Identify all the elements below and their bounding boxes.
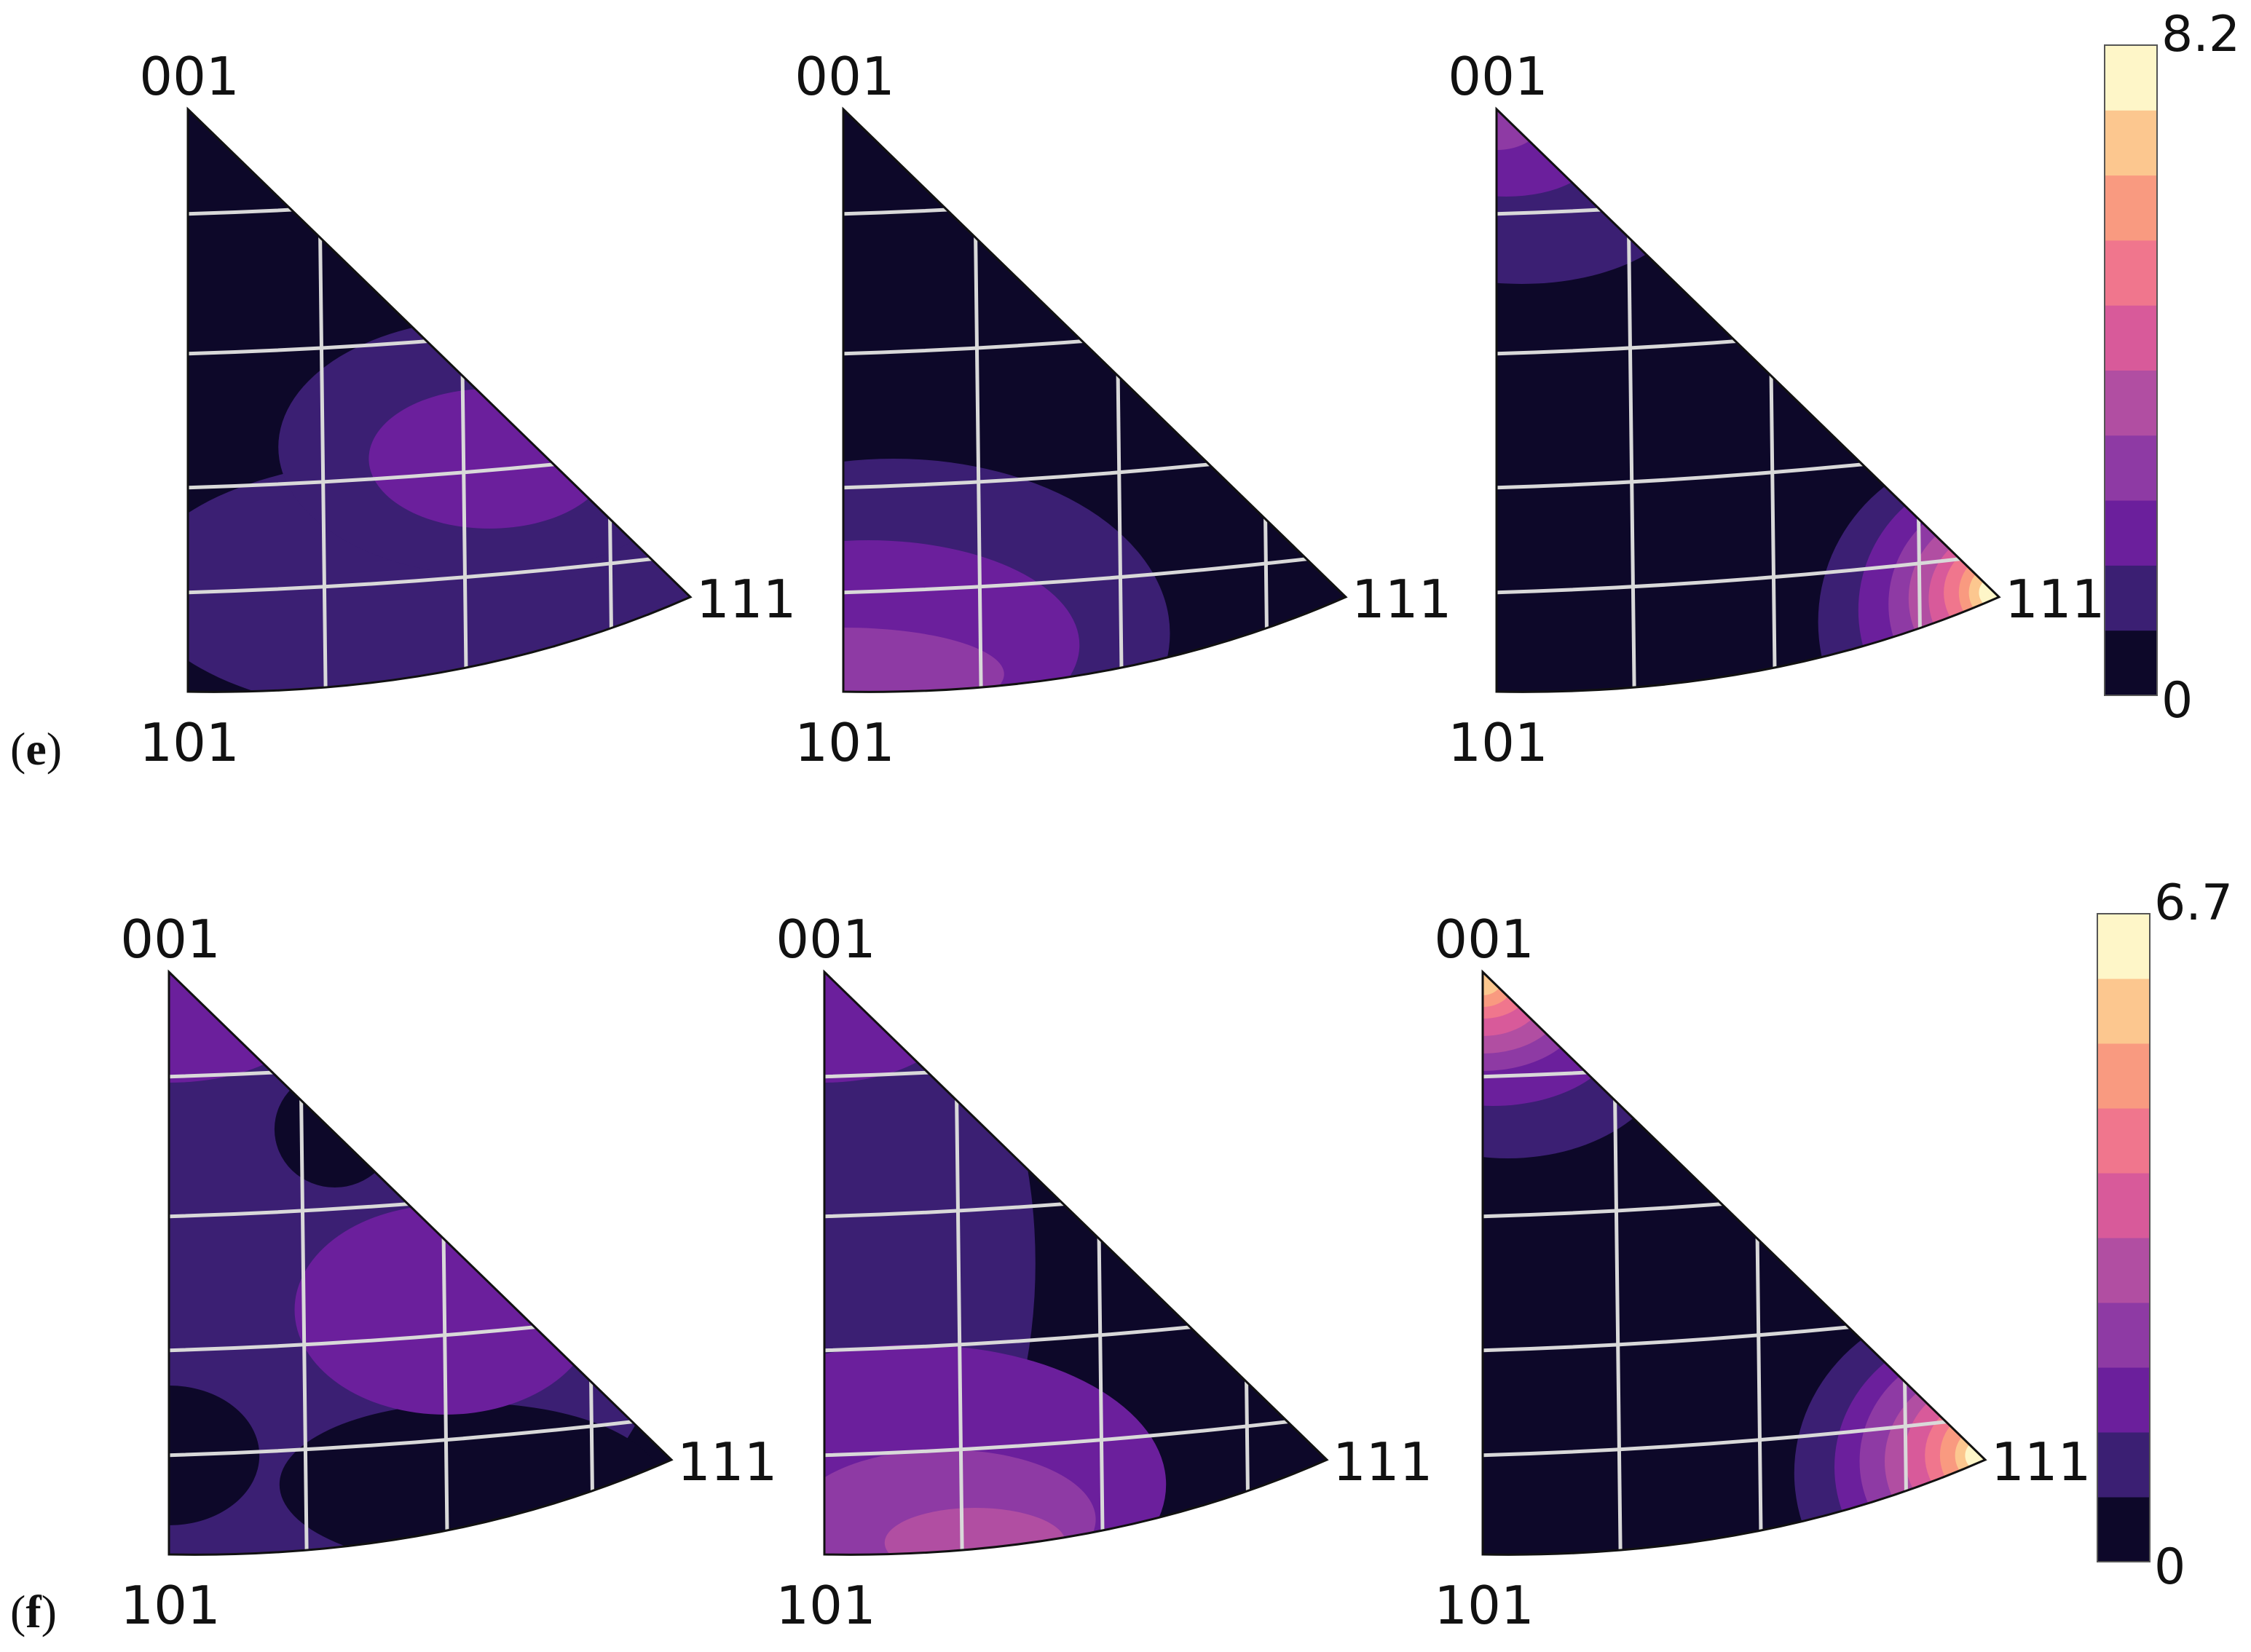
colorbar-segment bbox=[2097, 1108, 2150, 1174]
density-map bbox=[169, 972, 671, 1555]
colorbar-min-label: 0 bbox=[2161, 672, 2193, 730]
inverse-pole-figure: 001 101 111 bbox=[1434, 909, 2091, 1636]
colorbar-segment bbox=[2097, 1173, 2150, 1238]
colorbar-segment bbox=[2097, 1367, 2150, 1433]
corner-label-111: 111 bbox=[1991, 1431, 2091, 1493]
colorbar-segment bbox=[2105, 175, 2157, 241]
density-region bbox=[884, 1508, 1066, 1555]
grid-latitude bbox=[843, 550, 1346, 595]
colorbar-segment bbox=[2097, 1497, 2150, 1562]
corner-label-111: 111 bbox=[696, 569, 796, 630]
colorbar-segment bbox=[2097, 914, 2150, 979]
triangle-outline bbox=[186, 106, 693, 693]
grid-latitude bbox=[1497, 550, 1999, 595]
colorbar-segment bbox=[2105, 45, 2157, 111]
triangle-outline bbox=[167, 969, 674, 1556]
colorbar-segment bbox=[2105, 500, 2157, 566]
density-region bbox=[1497, 109, 1598, 197]
corner-label-001: 001 bbox=[795, 46, 894, 107]
grid-latitude bbox=[188, 550, 690, 595]
triangle-outline bbox=[1481, 969, 1987, 1556]
grid-latitude bbox=[169, 1413, 671, 1458]
colorbar: 6.70 bbox=[2097, 874, 2233, 1596]
corner-label-111: 111 bbox=[1333, 1431, 1432, 1493]
corner-label-001: 001 bbox=[776, 909, 875, 970]
inverse-pole-figure: 001 101 111 bbox=[795, 46, 1451, 773]
triangle-outline bbox=[823, 969, 1329, 1556]
corner-label-101: 101 bbox=[1448, 712, 1548, 773]
inverse-pole-figure: 001 101 111 bbox=[776, 909, 1432, 1636]
corner-label-101: 101 bbox=[139, 712, 239, 773]
density-region bbox=[368, 389, 610, 529]
density-map bbox=[1497, 109, 1999, 692]
density-region bbox=[169, 1386, 260, 1525]
colorbar-segment bbox=[2105, 305, 2157, 371]
colorbar-segment bbox=[2105, 110, 2157, 176]
density-map bbox=[188, 109, 690, 692]
density-map bbox=[843, 109, 1346, 692]
corner-label-111: 111 bbox=[2005, 569, 2105, 630]
corner-label-001: 001 bbox=[1448, 46, 1548, 107]
colorbar-segment bbox=[2105, 370, 2157, 436]
inverse-pole-figure: 001 101 111 bbox=[1448, 46, 2105, 773]
inverse-pole-figure: 001 101 111 bbox=[139, 46, 796, 773]
density-map bbox=[824, 972, 1327, 1555]
colorbar-segment bbox=[2105, 630, 2157, 696]
colorbar: 8.20 bbox=[2104, 6, 2240, 730]
colorbar-segment bbox=[2097, 1303, 2150, 1368]
colorbar-min-label: 0 bbox=[2154, 1538, 2185, 1596]
colorbar-segment bbox=[2105, 240, 2157, 306]
inverse-pole-figure: 001 101 111 bbox=[120, 909, 777, 1636]
corner-label-101: 101 bbox=[120, 1575, 220, 1636]
corner-label-001: 001 bbox=[139, 46, 239, 107]
panel-label: (f) bbox=[10, 1586, 57, 1637]
corner-label-111: 111 bbox=[1352, 569, 1451, 630]
grid-latitude bbox=[824, 1413, 1327, 1458]
colorbar-max-label: 8.2 bbox=[2161, 6, 2240, 63]
colorbar-segment bbox=[2097, 1432, 2150, 1498]
colorbar-segment bbox=[2105, 565, 2157, 631]
colorbar-segment bbox=[2105, 435, 2157, 501]
density-region bbox=[274, 1071, 395, 1187]
corner-label-101: 101 bbox=[776, 1575, 875, 1636]
corner-label-101: 101 bbox=[1434, 1575, 1534, 1636]
triangle-outline bbox=[842, 106, 1348, 693]
panel-label: (e) bbox=[10, 723, 62, 775]
colorbar-segment bbox=[2097, 979, 2150, 1044]
colorbar-segment bbox=[2097, 1043, 2150, 1109]
colorbar-segment bbox=[2097, 1238, 2150, 1303]
triangle-outline bbox=[1495, 106, 2001, 693]
grid-latitude bbox=[1483, 1413, 1985, 1458]
corner-label-101: 101 bbox=[795, 712, 894, 773]
corner-label-001: 001 bbox=[1434, 909, 1534, 970]
corner-label-111: 111 bbox=[677, 1431, 777, 1493]
colorbar-frame bbox=[2097, 913, 2151, 1562]
corner-label-001: 001 bbox=[120, 909, 220, 970]
colorbar-frame bbox=[2104, 44, 2158, 696]
colorbar-max-label: 6.7 bbox=[2154, 874, 2233, 932]
density-region bbox=[279, 1403, 662, 1555]
density-region bbox=[1483, 972, 1513, 1007]
